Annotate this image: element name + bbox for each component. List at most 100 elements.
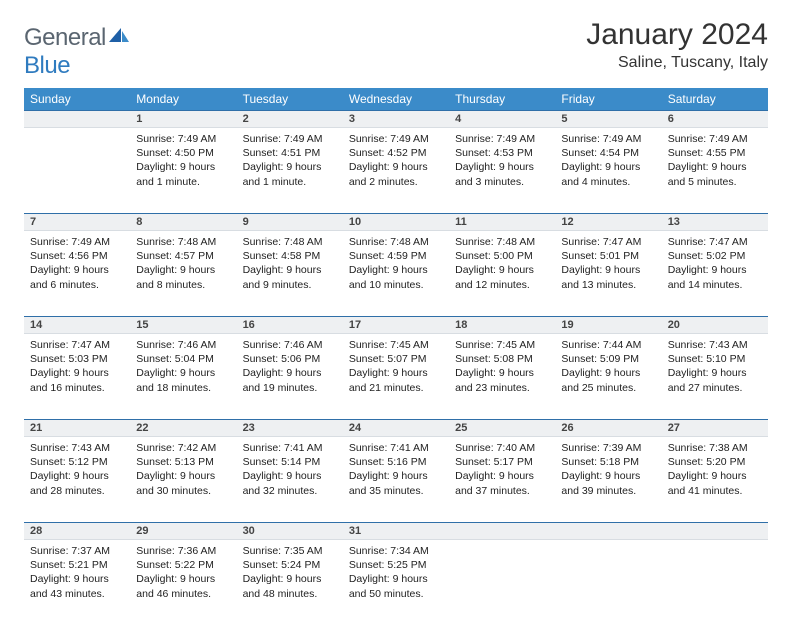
weekday-header: Sunday [24,88,130,111]
brand-name-blue: Blue [24,52,70,79]
day-cell-body: Sunrise: 7:41 AMSunset: 5:16 PMDaylight:… [343,437,449,504]
sunrise-line: Sunrise: 7:48 AM [349,236,429,248]
daylight-line: Daylight: 9 hours and 32 minutes. [243,470,322,496]
sunrise-line: Sunrise: 7:37 AM [30,545,110,557]
day-number-cell [449,523,555,540]
day-number-cell: 23 [237,420,343,437]
sunrise-line: Sunrise: 7:35 AM [243,545,323,557]
sunrise-line: Sunrise: 7:49 AM [668,133,748,145]
day-cell-body: Sunrise: 7:43 AMSunset: 5:12 PMDaylight:… [24,437,130,504]
sunset-line: Sunset: 4:51 PM [243,147,321,159]
sunset-line: Sunset: 4:50 PM [136,147,214,159]
sunset-line: Sunset: 4:56 PM [30,250,108,262]
day-cell-body: Sunrise: 7:47 AMSunset: 5:01 PMDaylight:… [555,231,661,298]
day-cell: Sunrise: 7:47 AMSunset: 5:02 PMDaylight:… [662,231,768,317]
day-cell [662,540,768,626]
day-number-cell: 21 [24,420,130,437]
day-cell-body: Sunrise: 7:49 AMSunset: 4:56 PMDaylight:… [24,231,130,298]
day-cell [24,128,130,214]
day-number-cell: 5 [555,111,661,128]
weekday-header: Tuesday [237,88,343,111]
day-cell: Sunrise: 7:47 AMSunset: 5:01 PMDaylight:… [555,231,661,317]
daylight-line: Daylight: 9 hours and 37 minutes. [455,470,534,496]
day-number-cell: 4 [449,111,555,128]
daylight-line: Daylight: 9 hours and 43 minutes. [30,573,109,599]
day-cell: Sunrise: 7:49 AMSunset: 4:55 PMDaylight:… [662,128,768,214]
day-cell-body: Sunrise: 7:38 AMSunset: 5:20 PMDaylight:… [662,437,768,504]
sunset-line: Sunset: 5:01 PM [561,250,639,262]
daylight-line: Daylight: 9 hours and 28 minutes. [30,470,109,496]
sunrise-line: Sunrise: 7:47 AM [30,339,110,351]
day-body-row: Sunrise: 7:43 AMSunset: 5:12 PMDaylight:… [24,437,768,523]
day-cell-body: Sunrise: 7:49 AM Sunset: 4:51 PM Daylight:… [237,128,343,195]
weekday-header: Wednesday [343,88,449,111]
sunrise-line: Sunrise: 7:44 AM [561,339,641,351]
sunset-line: Sunset: 5:22 PM [136,559,214,571]
day-number-row: 78910111213 [24,214,768,231]
day-body-row: Sunrise: 7:47 AMSunset: 5:03 PMDaylight:… [24,334,768,420]
daylight-line: Daylight: 9 hours and 3 minutes. [455,161,534,187]
sunrise-line: Sunrise: 7:36 AM [136,545,216,557]
day-number-cell: 10 [343,214,449,231]
daylight-line: Daylight: 9 hours and 35 minutes. [349,470,428,496]
sunset-line: Sunset: 5:04 PM [136,353,214,365]
brand-name-gray: General [24,24,106,51]
sunset-line: Sunset: 5:20 PM [668,456,746,468]
brand-name: GeneralBlue [24,24,130,80]
day-cell-body: Sunrise: 7:35 AMSunset: 5:24 PMDaylight:… [237,540,343,607]
day-cell: Sunrise: 7:49 AMSunset: 4:53 PMDaylight:… [449,128,555,214]
day-cell-body: Sunrise: 7:46 AMSunset: 5:06 PMDaylight:… [237,334,343,401]
calendar-page: GeneralBlue January 2024 Saline, Tuscany… [0,0,792,644]
daylight-line: Daylight: 9 hours and 5 minutes. [668,161,747,187]
daylight-line: Daylight: 9 hours and 1 minute. [243,161,322,187]
month-title: January 2024 [586,18,768,52]
sunset-line: Sunset: 5:09 PM [561,353,639,365]
daylight-line: Daylight: 9 hours and 8 minutes. [136,264,215,290]
sunset-line: Sunset: 5:00 PM [455,250,533,262]
weekday-header: Saturday [662,88,768,111]
sunrise-line: Sunrise: 7:42 AM [136,442,216,454]
sunrise-line: Sunrise: 7:41 AM [243,442,323,454]
sunset-line: Sunset: 5:14 PM [243,456,321,468]
daylight-line: Daylight: 9 hours and 4 minutes. [561,161,640,187]
sunset-line: Sunset: 5:10 PM [668,353,746,365]
day-cell-body: Sunrise: 7:47 AMSunset: 5:02 PMDaylight:… [662,231,768,298]
sunrise-line: Sunrise: 7:49 AM [349,133,429,145]
sunrise-line: Sunrise: 7:48 AM [136,236,216,248]
day-cell: Sunrise: 7:36 AMSunset: 5:22 PMDaylight:… [130,540,236,626]
day-cell-body: Sunrise: 7:43 AMSunset: 5:10 PMDaylight:… [662,334,768,401]
day-cell-body: Sunrise: 7:39 AMSunset: 5:18 PMDaylight:… [555,437,661,504]
sunrise-line: Sunrise: 7:41 AM [349,442,429,454]
daylight-line: Daylight: 9 hours and 16 minutes. [30,367,109,393]
day-number-cell: 29 [130,523,236,540]
day-number-cell: 3 [343,111,449,128]
sunrise-line: Sunrise: 7:49 AM [243,133,323,145]
day-number-cell: 12 [555,214,661,231]
daylight-line: Daylight: 9 hours and 2 minutes. [349,161,428,187]
day-number-cell: 14 [24,317,130,334]
day-cell-body: Sunrise: 7:40 AMSunset: 5:17 PMDaylight:… [449,437,555,504]
day-cell-body: Sunrise: 7:46 AMSunset: 5:04 PMDaylight:… [130,334,236,401]
sunset-line: Sunset: 5:12 PM [30,456,108,468]
day-number-row: 123456 [24,111,768,128]
weekday-header: Monday [130,88,236,111]
day-cell: Sunrise: 7:48 AMSunset: 5:00 PMDaylight:… [449,231,555,317]
sunset-line: Sunset: 5:08 PM [455,353,533,365]
sunrise-line: Sunrise: 7:49 AM [30,236,110,248]
sunset-line: Sunset: 4:54 PM [561,147,639,159]
day-cell-body: Sunrise: 7:48 AMSunset: 4:58 PMDaylight:… [237,231,343,298]
daylight-line: Daylight: 9 hours and 23 minutes. [455,367,534,393]
sunrise-line: Sunrise: 7:43 AM [668,339,748,351]
day-number-cell: 24 [343,420,449,437]
day-cell-body: Sunrise: 7:34 AMSunset: 5:25 PMDaylight:… [343,540,449,607]
day-cell: Sunrise: 7:49 AM Sunset: 4:51 PM Daylight:… [237,128,343,214]
day-cell: Sunrise: 7:46 AMSunset: 5:04 PMDaylight:… [130,334,236,420]
daylight-line: Daylight: 9 hours and 48 minutes. [243,573,322,599]
daylight-line: Daylight: 9 hours and 19 minutes. [243,367,322,393]
day-number-row: 28293031 [24,523,768,540]
day-cell: Sunrise: 7:38 AMSunset: 5:20 PMDaylight:… [662,437,768,523]
sunset-line: Sunset: 5:07 PM [349,353,427,365]
day-number-cell: 25 [449,420,555,437]
day-number-cell: 16 [237,317,343,334]
sunrise-line: Sunrise: 7:45 AM [455,339,535,351]
